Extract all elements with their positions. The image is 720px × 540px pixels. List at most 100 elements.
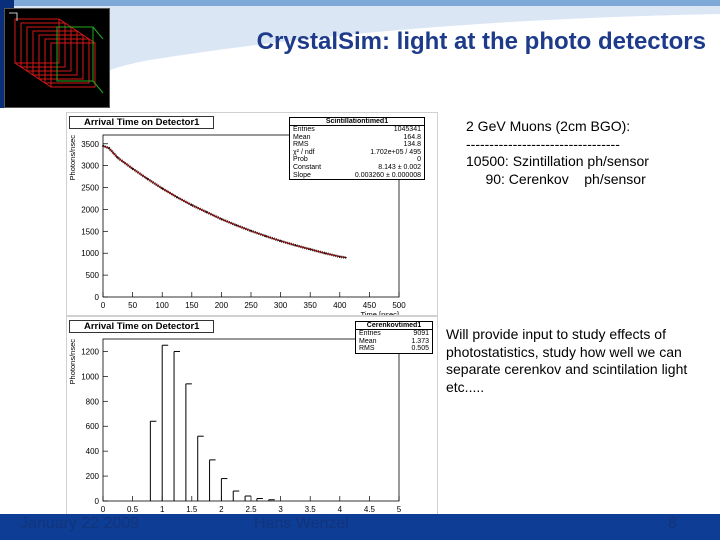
- plot1-y-tick-label: 2000: [81, 205, 99, 214]
- muon-info-line2: ---------------------------------: [466, 135, 620, 152]
- muon-info-block: 2 GeV Muons (2cm BGO): -----------------…: [466, 118, 716, 188]
- plot1-x-tick-label: 450: [363, 301, 377, 310]
- plot1-stat-label: Slope: [293, 171, 311, 179]
- scintillation-point: [116, 156, 119, 159]
- scintillation-chart: 0 50 100 150 200 250 300 350 400 450 500 0 500 1000 15…: [68, 134, 406, 319]
- plot2-x-tick-label: 2.5: [245, 505, 257, 514]
- plot2-x-tick-label: 1: [160, 505, 165, 514]
- scintillation-point: [338, 255, 341, 258]
- plot1-stat-label: Mean: [293, 133, 311, 141]
- plot2-x-tick-label: 2: [219, 505, 224, 514]
- plot2-stats-box: Cerenkovtimed1 Entries 9091 Mean 1.373 RMS 0.…: [355, 321, 433, 354]
- scintillation-point: [108, 147, 110, 150]
- plot2-x-tick-label: 0: [101, 505, 106, 514]
- scintillation-point: [161, 187, 164, 190]
- plot2-x-tick-label: 3.5: [305, 505, 317, 514]
- muon-info-line3: 10500: Szintillation ph/sensor: [466, 153, 649, 169]
- slide-title: CrystalSim: light at the photo detectors: [256, 28, 706, 55]
- muon-info-line1: 2 GeV Muons (2cm BGO):: [466, 118, 631, 134]
- scintillation-point: [102, 145, 104, 147]
- plot1-stat-value: 0: [417, 156, 421, 164]
- plot2-y-tick-label: 800: [86, 397, 100, 406]
- plot2-frame: [102, 338, 400, 502]
- plot1-stat-row: Prob 0: [290, 156, 424, 164]
- scintillation-plot-panel: Arrival Time on Detector1 Scintillationt…: [66, 112, 438, 319]
- scintillation-point: [205, 211, 208, 213]
- footer-date: January 22 2009: [20, 515, 140, 532]
- plot2-y-tick-label: 0: [95, 497, 100, 506]
- scintillation-point: [146, 177, 149, 180]
- plot1-stat-value: 1.702e+05 / 495: [370, 148, 421, 156]
- plot1-stat-value: 164.8: [403, 133, 421, 141]
- plot2-stat-value: 1.373: [411, 337, 429, 345]
- footer-author: Hans Wenzel: [254, 515, 349, 532]
- plot1-x-axis-label: Time [nsec]: [361, 310, 399, 315]
- plot2-y-tick-label: 600: [86, 422, 100, 431]
- scintillation-point: [294, 244, 297, 247]
- plot1-x-tick-label: 50: [128, 301, 137, 310]
- plot1-stat-value: 0.003260 ± 0.000008: [354, 171, 421, 179]
- plot1-y-tick-label: 3500: [81, 140, 99, 149]
- plot1-x-tick-label: 400: [333, 301, 347, 310]
- plot1-stat-value: 8.143 ± 0.002: [378, 163, 421, 171]
- plot2-y-tick-label: 200: [86, 472, 100, 481]
- cerenkov-plot-panel: Arrival Time on Detector1 Cerenkovtimed1…: [66, 316, 438, 523]
- plot1-y-tick-label: 1500: [81, 227, 99, 236]
- plot2-y-tick-label: 1000: [81, 372, 99, 381]
- scintillation-point: [324, 252, 326, 255]
- plot1-stat-label: RMS: [293, 141, 309, 149]
- plot1-x-tick-label: 500: [392, 301, 406, 310]
- plot1-y-axis-label: Photons/nsec: [68, 135, 77, 181]
- plot1-y-tick-label: 1000: [81, 249, 99, 258]
- plot2-stats-name: Cerenkovtimed1: [356, 322, 432, 330]
- scintillation-point: [250, 229, 252, 232]
- plot2-x-tick-label: 4: [338, 505, 343, 514]
- plot1-title: Arrival Time on Detector1: [69, 116, 215, 129]
- scintillation-point: [131, 167, 134, 170]
- plot2-stat-label: Entries: [359, 330, 381, 337]
- plot2-x-tick-label: 4.5: [364, 505, 376, 514]
- plot1-stat-value: 1045341: [393, 126, 421, 133]
- plot2-x-tick-label: 3: [278, 505, 283, 514]
- plot2-stat-label: RMS: [359, 345, 375, 353]
- plot2-stat-value: 0.505: [411, 345, 429, 353]
- plot1-stat-row: Mean 164.8: [290, 134, 424, 142]
- crystal-detector-image: [4, 8, 110, 108]
- plot1-y-tick-label: 0: [95, 293, 100, 302]
- plot2-y-tick-label: 400: [86, 447, 100, 456]
- plot1-stat-row: χ² / ndf 1.702e+05 / 495: [290, 149, 424, 157]
- plot2-x-tick-label: 0.5: [127, 505, 139, 514]
- plot2-x-tick-label: 5: [397, 505, 402, 514]
- scintillation-point: [190, 204, 193, 206]
- scintillation-point: [264, 235, 267, 238]
- scintillation-point: [309, 248, 312, 251]
- plot2-x-tick-label: 1.5: [186, 505, 198, 514]
- plot1-stat-row: Entries 1045341: [290, 126, 424, 134]
- plot1-stat-row: Constant 8.143 ± 0.002: [290, 164, 424, 172]
- plot2-title: Arrival Time on Detector1: [69, 320, 215, 333]
- plot2-y-axis-label: Photons/nsec: [68, 339, 77, 385]
- plot2-stat-row: Entries 9091: [356, 330, 432, 338]
- plot1-stat-label: χ² / ndf: [293, 148, 315, 156]
- plot1-x-tick-label: 0: [101, 301, 106, 310]
- scintillation-point: [235, 224, 238, 227]
- plot1-stats-box: Scintillationtimed1 Entries 1045341 Mean 16…: [289, 117, 425, 181]
- plot2-y-tick-label: 1200: [81, 347, 99, 356]
- scintillation-point: [220, 218, 223, 220]
- plot1-x-tick-label: 150: [185, 301, 199, 310]
- plot2-stat-row: RMS 0.505: [356, 345, 432, 353]
- plot2-stat-label: Mean: [359, 337, 377, 345]
- plot1-x-tick-label: 250: [244, 301, 258, 310]
- input-study-text: Will provide input to study effects of p…: [446, 326, 688, 395]
- plot1-y-tick-label: 500: [86, 271, 100, 280]
- plot1-stat-label: Entries: [293, 126, 315, 133]
- plot1-stat-row: RMS 134.8: [290, 141, 424, 149]
- plot1-stat-value: 134.8: [403, 141, 421, 149]
- header-accent-bar: [0, 0, 720, 6]
- plot1-stat-label: Prob: [293, 156, 308, 164]
- scintillation-point: [344, 256, 347, 259]
- plot1-y-tick-label: 2500: [81, 184, 99, 193]
- plot1-stats-name: Scintillationtimed1: [290, 118, 424, 126]
- scintillation-point: [279, 240, 282, 242]
- scintillation-point: [176, 196, 178, 199]
